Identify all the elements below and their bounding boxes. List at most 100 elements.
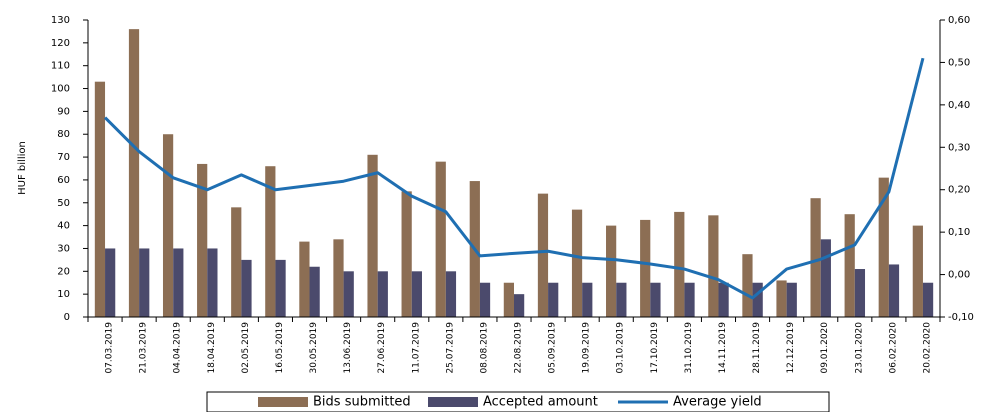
bar [708,215,719,317]
bar [343,271,354,317]
line [103,57,925,300]
x-tick-label: 21.03.2019 [139,322,149,374]
bar [606,225,617,317]
bar [878,177,889,317]
bar [752,282,763,317]
x-tick-label: 04.04.2019 [173,322,183,374]
x-tick-label: 05.09.2019 [548,322,558,374]
bar [197,163,208,317]
bar [309,266,320,317]
bar [139,248,150,317]
y-tick-label: 100 [51,84,70,95]
bar [684,282,695,317]
legend-label: Bids submitted [313,395,411,410]
y-tick-label: 20 [57,266,70,277]
bar [265,166,276,317]
bar [241,259,252,317]
y-axis-label: HUF billion [17,141,28,195]
y2-tick-label: 0,30 [948,142,970,153]
legend-box [206,391,830,412]
bar [333,239,344,317]
x-tick-label: 08.08.2019 [479,322,489,374]
bar [776,280,787,317]
y-tick-label: 40 [57,221,70,232]
y-tick-label: 10 [57,289,70,300]
bar [616,282,627,317]
bar [445,271,457,317]
bar [537,193,549,317]
bar [299,241,310,317]
bar [435,161,446,317]
y-tick-label: 60 [57,175,70,186]
bar [411,271,422,317]
bar [231,207,242,317]
bar [786,282,797,317]
x-tick-label: 14.11.2019 [718,322,728,374]
bar [582,282,593,317]
x-tick-label: 16.05.2019 [275,322,285,374]
bar [742,254,753,317]
legend-swatch [258,397,308,407]
bar [503,282,514,317]
x-tick-label: 13.06.2019 [343,322,353,374]
y-tick-label: 80 [57,129,70,140]
bar [718,282,729,317]
x-tick-label: 11.07.2019 [411,322,421,374]
bar [844,214,855,317]
y-tick-label: 120 [51,38,70,49]
x-tick-label: 03.10.2019 [616,322,626,374]
bar [479,282,491,317]
bar [674,211,685,317]
x-tick-label: 18.04.2019 [207,322,217,374]
bar [105,248,116,317]
x-tick-label: 31.10.2019 [684,322,694,374]
y-tick-label: 90 [57,106,70,117]
bar [173,248,184,317]
bar [571,209,583,317]
bar [810,198,821,317]
x-tick-label: 17.10.2019 [650,322,660,374]
bar [377,271,388,317]
legend-label: Average yield [673,395,762,410]
y-tick-label: 30 [57,243,70,254]
y2-tick-label: 0,50 [948,57,970,68]
bar [207,248,218,317]
bar [367,154,378,317]
x-tick-label: 27.06.2019 [377,322,387,374]
x-tick-label: 07.03.2019 [105,322,115,374]
x-tick-label: 28.11.2019 [752,322,762,374]
x-tick-label: 19.09.2019 [582,322,592,374]
bar [94,81,106,317]
y-tick-label: 50 [57,198,70,209]
y-tick-label: 0 [64,312,70,323]
x-tick-label: 12.12.2019 [786,322,796,374]
x-tick-label: 22.08.2019 [514,322,524,374]
bar [888,264,900,317]
bar [640,219,651,317]
legend-label: Accepted amount [483,395,598,410]
y2-tick-label: 0,10 [948,227,970,238]
x-tick-label: 06.02.2020 [888,322,898,374]
bar [401,191,412,317]
bar [275,259,286,317]
y-tick-label: 70 [57,152,70,163]
bar [820,239,831,317]
bar [162,134,174,317]
bar [548,282,559,317]
bar [650,282,661,317]
bar [922,282,934,317]
x-tick-label: 20.02.2020 [922,322,932,374]
y-tick-label: 110 [51,61,70,72]
x-tick-label: 30.05.2019 [309,322,319,374]
y2-tick-label: 0,00 [948,270,970,281]
bar [514,294,525,317]
y2-tick-label: 0,60 [948,15,970,26]
y-tick-label: 130 [51,15,70,26]
x-tick-label: 25.07.2019 [445,322,455,374]
bar [854,269,866,317]
y2-tick-label: -0,10 [948,312,974,323]
legend-swatch [428,397,478,407]
x-tick-label: 09.01.2020 [820,322,830,374]
y2-tick-label: 0,20 [948,185,970,196]
